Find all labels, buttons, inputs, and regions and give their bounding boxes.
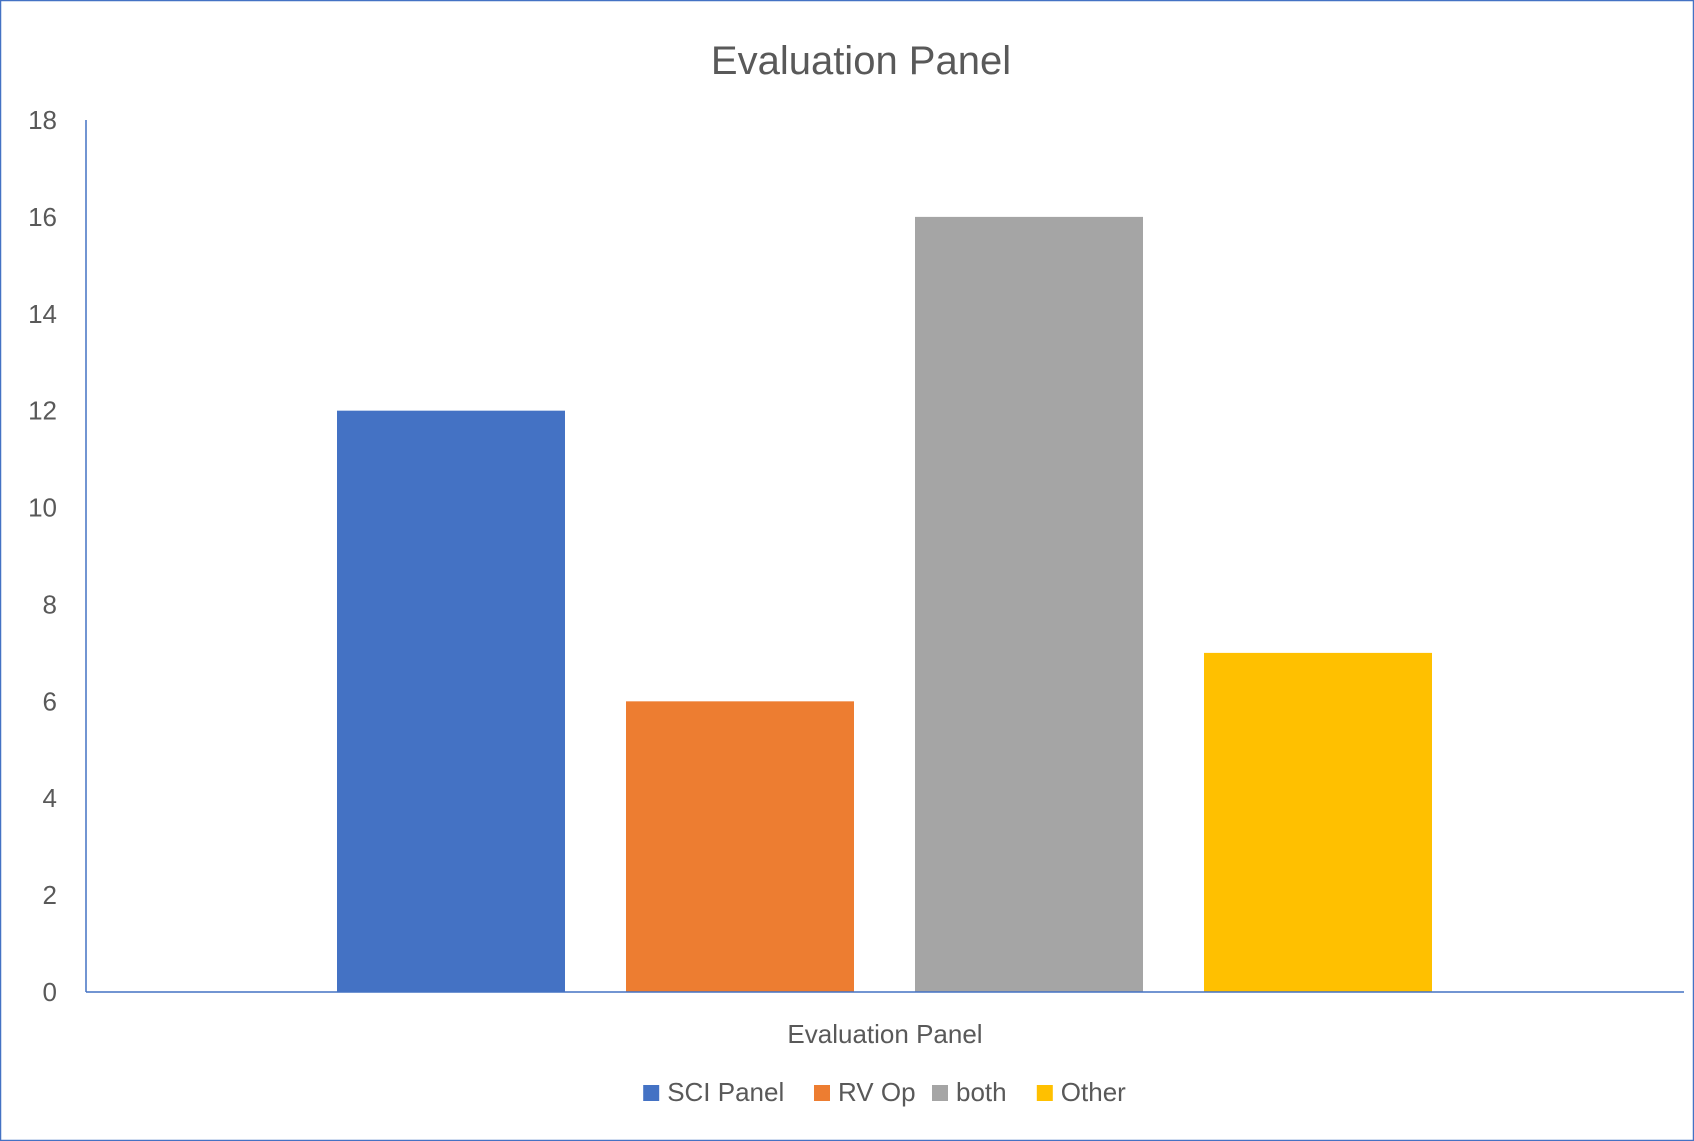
bar-rv-op: [626, 701, 854, 992]
y-tick-label: 10: [28, 493, 57, 523]
legend-label: Other: [1061, 1077, 1126, 1107]
y-tick-label: 6: [43, 686, 57, 716]
y-tick-label: 4: [43, 783, 57, 813]
bar-other: [1204, 652, 1432, 992]
y-tick-label: 18: [28, 105, 57, 135]
legend-label: SCI Panel: [667, 1077, 784, 1107]
legend-label: both: [956, 1077, 1007, 1107]
legend-swatch: [1036, 1085, 1053, 1101]
bar-sci-panel: [337, 410, 565, 993]
y-tick-label: 0: [43, 977, 57, 1007]
chart-title: Evaluation Panel: [711, 39, 1011, 83]
legend: SCI Panel RV Op both Other: [643, 1077, 1126, 1107]
legend-swatch: [643, 1085, 660, 1101]
y-tick-label: 12: [28, 396, 57, 426]
y-tick-label: 16: [28, 202, 57, 232]
bars: [337, 216, 1432, 993]
legend-swatch: [932, 1085, 948, 1101]
y-tick-label: 2: [43, 880, 57, 910]
legend-swatch: [814, 1085, 830, 1101]
bar-both: [915, 216, 1143, 992]
legend-label: RV Op: [838, 1077, 916, 1107]
y-axis-ticks: 0 2 4 6 8 10 12 14 16 18: [28, 105, 57, 1007]
y-tick-label: 14: [28, 299, 57, 329]
x-axis-label: Evaluation Panel: [787, 1019, 982, 1049]
y-tick-label: 8: [43, 589, 57, 619]
